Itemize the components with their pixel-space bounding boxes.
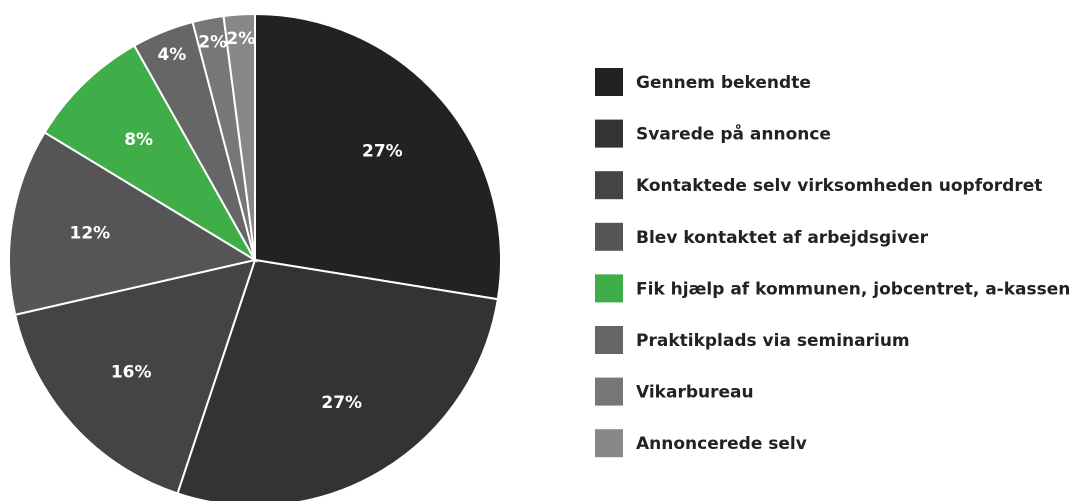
pie-slice (13, 258, 257, 495)
pie-slice (43, 44, 258, 263)
legend-swatch (595, 274, 623, 303)
legend-label: Blev kontaktet af arbejdsgiver (636, 228, 929, 248)
pie-slice (254, 12, 502, 301)
value-label: 2% (198, 33, 227, 53)
legend-swatch (595, 68, 623, 96)
legend-label: Svarede på annonce (636, 123, 831, 145)
legend-label: Fik hjælp af kommunen, jobcentret, a-kas… (636, 279, 1070, 299)
legend-label: Vikarbureau (636, 383, 754, 403)
legend-swatch (595, 119, 623, 148)
legend-swatch (595, 377, 623, 406)
value-label: 2% (226, 29, 255, 49)
legend-swatch (595, 429, 623, 458)
pie-slice (8, 131, 258, 316)
legend-label: Praktikplads via seminarium (636, 331, 910, 351)
value-label: 27% (362, 142, 403, 162)
value-label: 16% (111, 362, 152, 382)
legend-swatch (595, 326, 623, 354)
value-label: 27% (321, 393, 362, 413)
value-label: 8% (124, 130, 153, 150)
legend-label: Kontaktede selv virksomheden uopfordret (636, 176, 1042, 196)
legend-swatch (595, 222, 623, 251)
value-label: 12% (70, 223, 111, 243)
pie-slice (222, 12, 256, 261)
legend-swatch (595, 171, 623, 200)
legend-label: Annoncerede selv (636, 434, 807, 454)
pie-slice (176, 258, 499, 501)
legend-label: Gennem bekendte (636, 73, 811, 93)
value-label: 4% (157, 45, 186, 65)
